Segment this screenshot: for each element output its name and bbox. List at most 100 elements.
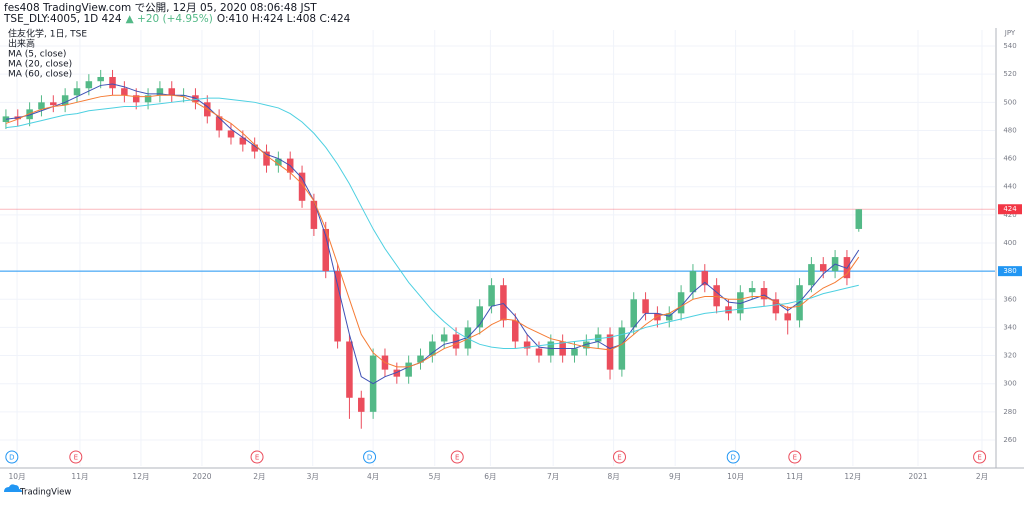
axis-unit: JPY [1004,29,1016,37]
candle-body [429,341,436,356]
candle-body [748,288,756,293]
candle-body [417,355,424,363]
price-label-bg [998,204,1022,215]
symbol-info: TSE_DLY:4005, 1D 424 [3,13,122,25]
y-tick-label: 440 [1003,183,1016,191]
candle-body [334,271,341,342]
candle-body [61,95,69,106]
event-marker [363,450,377,464]
candle-body [156,88,164,96]
candle-body [251,144,258,152]
event-marker [250,450,264,464]
candle-body [512,320,519,342]
y-tick-label: 520 [1003,70,1016,78]
candle-body [73,88,81,96]
candle-body [713,285,720,307]
legend-entry: MA (60, close) [8,70,72,80]
candle-body [476,306,483,328]
candle-body [109,76,116,89]
event-marker [788,450,802,464]
event-label: E [977,454,981,462]
x-tick-label: 2月 [976,472,988,481]
event-marker [726,450,740,464]
event-label: D [9,454,14,462]
event-marker [69,450,83,464]
candle-body [239,137,247,145]
horizontal-line-label-bg [998,266,1022,277]
moving-average [5,83,860,385]
candle-body [310,200,318,229]
y-tick-label: 280 [1003,408,1016,416]
y-tick-label: 260 [1003,436,1016,444]
event-label: E [617,454,621,462]
y-tick-label: 460 [1003,155,1016,163]
y-tick-label: 300 [1003,380,1016,388]
candle-body [192,95,199,103]
candle-body [144,95,152,103]
event-label: E [255,454,259,462]
price-label: 424 [1003,205,1017,213]
y-tick-label: 340 [1003,323,1016,331]
candle-body [535,348,543,356]
candle-body [488,285,495,307]
candle-body [121,88,128,96]
candle-body [796,285,803,321]
candle-body [677,292,685,314]
candle-body [618,327,626,370]
candle-body [227,130,235,138]
candle-body [405,362,412,377]
x-tick-label: 2月 [253,472,265,481]
legend-volume: 出来高 [8,38,35,50]
candle-body [132,95,140,103]
candle-body [808,264,815,286]
x-tick-label: 7月 [547,472,559,481]
candle-body [393,369,401,377]
candle-body [50,102,57,106]
candle-body [38,102,45,110]
candle-body [215,116,223,131]
candle-body [606,334,614,370]
candle-body [85,81,93,89]
header-line: fes408 TradingView.com で公開, 12月 05, 2020… [4,2,317,14]
candle-body [725,306,732,314]
event-label: D [367,454,372,462]
x-tick-label: 2021 [908,472,927,481]
candle-body [737,292,744,314]
candle-body [571,348,578,356]
y-tick-label: 540 [1003,42,1016,50]
x-tick-label: 9月 [669,472,681,481]
candle-body [689,271,697,293]
candle-body [298,172,306,201]
ohlc: O:410 H:424 L:408 C:424 [217,13,351,25]
x-tick-label: 2020 [192,472,211,481]
candle-body [168,88,176,96]
candle-body [346,341,353,398]
candle-body [322,228,330,272]
y-tick-label: 500 [1003,98,1016,106]
horizontal-line-label: 380 [1003,267,1016,275]
event-label: E [455,454,459,462]
price-change: ▲ +20 (+4.95%) [126,13,213,25]
event-label: E [793,454,797,462]
footer-logo: TradingView [19,488,71,498]
logo-icon [4,484,22,492]
legend-entry: MA (5, close) [8,50,66,60]
y-tick-label: 320 [1003,352,1016,360]
event-marker [973,450,987,464]
candle-body [855,209,863,229]
candle-body [630,299,637,328]
candle-body [654,313,661,321]
x-tick-label: 8月 [607,472,619,481]
candle-body [665,313,673,321]
legend-entry: MA (20, close) [8,60,72,70]
moving-average [5,97,859,350]
x-tick-label: 10月 [9,472,26,481]
x-tick-label: 11月 [71,472,88,481]
candle-body [263,151,270,166]
event-marker [613,450,627,464]
candle-body [701,271,709,286]
y-tick-label: 400 [1003,239,1016,247]
candle-body [784,313,791,321]
x-tick-label: 12月 [132,472,149,481]
